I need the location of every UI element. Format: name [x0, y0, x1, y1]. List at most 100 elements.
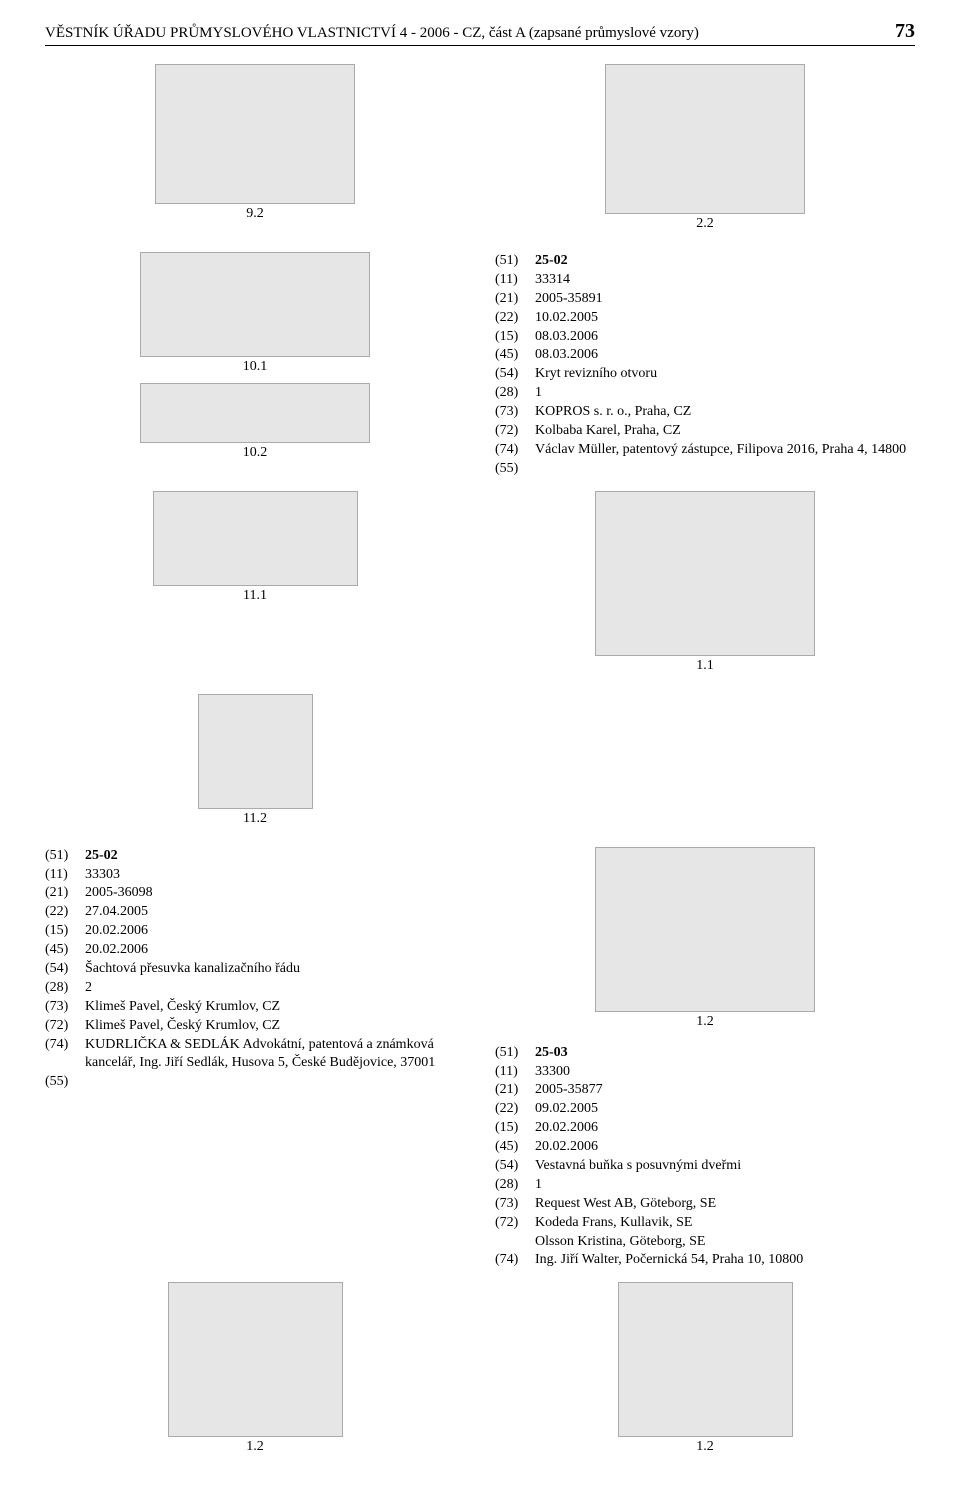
- field-code: (15): [495, 328, 535, 347]
- figure-11-1: [153, 491, 358, 586]
- field-code: (51): [45, 847, 85, 866]
- figure-1-2-right: [595, 847, 815, 1012]
- page-title: VĚSTNÍK ÚŘADU PRŮMYSLOVÉHO VLASTNICTVÍ 4…: [45, 25, 699, 42]
- field-code: (73): [45, 998, 85, 1017]
- field-code: (15): [45, 922, 85, 941]
- field-value: 20.02.2006: [535, 1119, 915, 1138]
- col-9-2: 9.2: [45, 64, 465, 240]
- field-value: 20.02.2006: [85, 922, 465, 941]
- field-code: (72): [495, 422, 535, 441]
- field-value: 2005-35891: [535, 290, 915, 309]
- field-code: (54): [495, 1157, 535, 1176]
- field-code: (28): [495, 1176, 535, 1195]
- field-value: Kolbaba Karel, Praha, CZ: [535, 422, 915, 441]
- caption-2-2: 2.2: [696, 216, 714, 232]
- field-value: Šachtová přesuvka kanalizačního řádu: [85, 960, 465, 979]
- field-code: (28): [495, 384, 535, 403]
- field-code: (54): [495, 365, 535, 384]
- figure-bottom-right: [618, 1282, 793, 1437]
- field-code: (51): [495, 252, 535, 271]
- record-33314: (51)25-02 (11)33314 (21)2005-35891 (22)1…: [495, 252, 915, 479]
- field-value: Vestavná buňka s posuvnými dveřmi: [535, 1157, 915, 1176]
- field-value: Kodeda Frans, Kullavik, SE: [535, 1214, 915, 1233]
- figure-11-2: [198, 694, 313, 809]
- col-bottom-left: 1.2: [45, 1282, 465, 1463]
- field-code: (45): [495, 346, 535, 365]
- caption-1-2-bottom-left: 1.2: [246, 1439, 264, 1455]
- col-11-1: 11.1: [45, 491, 465, 682]
- stack-10: 10.1 10.2: [140, 252, 370, 469]
- row-bottom-images: 1.2 1.2: [45, 1282, 915, 1463]
- record-33303: (51)25-02 (11)33303 (21)2005-36098 (22)2…: [45, 847, 465, 1093]
- field-value: 2005-35877: [535, 1081, 915, 1100]
- field-value: 27.04.2005: [85, 903, 465, 922]
- col-10x: 10.1 10.2: [45, 252, 465, 479]
- col-record1: (51)25-02 (11)33314 (21)2005-35891 (22)1…: [495, 252, 915, 479]
- field-value: 33314: [535, 271, 915, 290]
- col-2-2: 2.2: [495, 64, 915, 240]
- row-11-2: 11.2: [45, 694, 915, 835]
- field-value: 08.03.2006: [535, 346, 915, 365]
- field-value: 25-02: [85, 847, 465, 866]
- figure-10-1: [140, 252, 370, 357]
- field-code: (21): [495, 1081, 535, 1100]
- field-code: [495, 1233, 535, 1252]
- field-code: (21): [45, 884, 85, 903]
- col-record3-wrap: 1.2 (51)25-03 (11)33300 (21)2005-35877 (…: [495, 847, 915, 1271]
- col-1-1: 1.1: [495, 491, 915, 682]
- field-code: (22): [45, 903, 85, 922]
- field-value: Klimeš Pavel, Český Krumlov, CZ: [85, 998, 465, 1017]
- col-bottom-right: 1.2: [495, 1282, 915, 1463]
- figure-1-1: [595, 491, 815, 656]
- record-33300: (51)25-03 (11)33300 (21)2005-35877 (22)0…: [495, 1044, 915, 1271]
- row-record1: 10.1 10.2 (51)25-02 (11)33314 (21)2005-3…: [45, 252, 915, 479]
- field-code: (74): [495, 1251, 535, 1270]
- row-top-images: 9.2 2.2: [45, 64, 915, 240]
- field-value: 1: [535, 384, 915, 403]
- field-value: 2005-36098: [85, 884, 465, 903]
- field-code: (73): [495, 403, 535, 422]
- field-code: (28): [45, 979, 85, 998]
- col-empty: [495, 694, 915, 835]
- field-value: Request West AB, Göteborg, SE: [535, 1195, 915, 1214]
- field-value: Klimeš Pavel, Český Krumlov, CZ: [85, 1017, 465, 1036]
- figure-bottom-left: [168, 1282, 343, 1437]
- field-code: (45): [495, 1138, 535, 1157]
- page-header: VĚSTNÍK ÚŘADU PRŮMYSLOVÉHO VLASTNICTVÍ 4…: [45, 20, 915, 46]
- field-code: (21): [495, 290, 535, 309]
- field-code: (72): [45, 1017, 85, 1036]
- field-value: 08.03.2006: [535, 328, 915, 347]
- field-value: KOPROS s. r. o., Praha, CZ: [535, 403, 915, 422]
- page-number: 73: [895, 20, 915, 43]
- caption-9-2: 9.2: [246, 206, 264, 222]
- figure-2-2: [605, 64, 805, 214]
- field-value: 25-02: [535, 252, 915, 271]
- field-code: (74): [45, 1036, 85, 1074]
- field-code: (22): [495, 1100, 535, 1119]
- caption-10-2: 10.2: [243, 445, 268, 461]
- field-code: (55): [45, 1073, 85, 1092]
- field-value: 20.02.2006: [535, 1138, 915, 1157]
- col-11-2: 11.2: [45, 694, 465, 835]
- field-code: (15): [495, 1119, 535, 1138]
- field-value: 09.02.2005: [535, 1100, 915, 1119]
- field-value: KUDRLIČKA & SEDLÁK Advokátní, patentová …: [85, 1036, 465, 1074]
- field-value: 33303: [85, 866, 465, 885]
- field-value: 33300: [535, 1063, 915, 1082]
- field-value: [535, 460, 915, 479]
- caption-11-1: 11.1: [243, 588, 267, 604]
- field-value: 2: [85, 979, 465, 998]
- field-value: Ing. Jiří Walter, Počernická 54, Praha 1…: [535, 1251, 915, 1270]
- field-value: 10.02.2005: [535, 309, 915, 328]
- field-value: Kryt revizního otvoru: [535, 365, 915, 384]
- field-code: (74): [495, 441, 535, 460]
- row-11-1-row: 11.1 1.1: [45, 491, 915, 682]
- field-code: (51): [495, 1044, 535, 1063]
- field-code: (22): [495, 309, 535, 328]
- caption-1-2-right: 1.2: [696, 1014, 714, 1030]
- field-code: (72): [495, 1214, 535, 1233]
- caption-10-1: 10.1: [243, 359, 268, 375]
- field-code: (54): [45, 960, 85, 979]
- caption-1-1: 1.1: [696, 658, 714, 674]
- caption-11-2: 11.2: [243, 811, 267, 827]
